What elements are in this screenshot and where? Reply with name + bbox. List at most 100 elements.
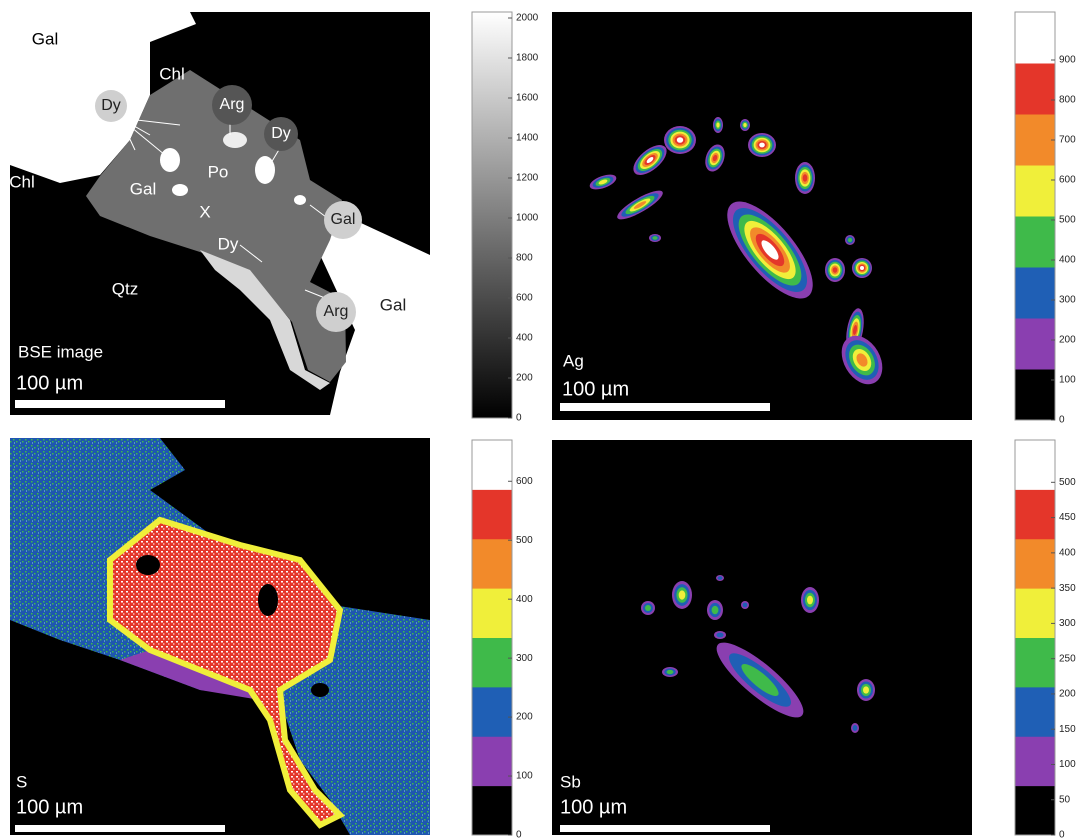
- colorbar-tick-label: 800: [516, 253, 533, 264]
- map-blob: [677, 137, 683, 143]
- colorbar-band: [472, 687, 512, 737]
- colorbar-tick-label: 1000: [516, 213, 539, 224]
- mineral-label: Arg: [324, 303, 349, 320]
- colorbar-tick-label: 300: [1059, 295, 1076, 306]
- colorbar-tick-label: 0: [516, 830, 522, 840]
- mineral-label: Dy: [218, 234, 239, 253]
- map-blob: [645, 605, 651, 611]
- colorbar-band: [472, 736, 512, 786]
- colorbar-tick-label: 200: [1059, 335, 1076, 346]
- colorbar-band: [1015, 539, 1055, 589]
- colorbar-tick-label: 250: [1059, 653, 1076, 664]
- scale-bar-label: 100 µm: [16, 796, 83, 818]
- mineral-label: X: [199, 202, 210, 221]
- colorbar-band: [1015, 165, 1055, 217]
- map-blob: [652, 236, 657, 239]
- colorbar-tick-label: 100: [1059, 375, 1076, 386]
- panel-label: BSE image: [18, 342, 103, 361]
- mineral-label: Dy: [271, 125, 291, 142]
- mineral-label: Dy: [101, 97, 121, 114]
- panel-label: S: [16, 772, 27, 791]
- s-panel: S 100 µm: [10, 438, 430, 835]
- mineral-label: Qtz: [112, 279, 138, 298]
- map-blob: [743, 123, 746, 127]
- colorbar-band: [472, 786, 512, 836]
- colorbar-band: [1015, 216, 1055, 268]
- colorbar-tick-label: 400: [516, 333, 533, 344]
- colorbar-band: [472, 638, 512, 688]
- sb-panel: Sb 100 µm: [552, 440, 972, 835]
- colorbar-band: [472, 539, 512, 589]
- map-blob: [718, 576, 723, 580]
- scale-bar: [15, 400, 225, 408]
- map-blob: [803, 174, 808, 181]
- colorbar-tick-label: 1400: [516, 133, 539, 144]
- scale-bar: [560, 825, 770, 832]
- colorbar-tick-label: 2000: [516, 13, 539, 24]
- colorbar-tick-label: 400: [1059, 255, 1076, 266]
- colorbar-band: [472, 489, 512, 539]
- scale-bar: [15, 825, 225, 832]
- colorbar-band: [1015, 440, 1055, 490]
- mineral-label: Grt: [278, 21, 302, 40]
- ag-panel: Ag 100 µm: [552, 12, 972, 420]
- map-blob: [716, 122, 719, 127]
- colorbar-tick-label: 400: [1059, 547, 1076, 558]
- colorbar-tick-label: 0: [1059, 415, 1065, 426]
- colorbar-gradient: [472, 12, 512, 418]
- mineral-label: Chl: [159, 64, 185, 83]
- map-blob: [853, 725, 858, 731]
- colorbar-tick-label: 1200: [516, 173, 539, 184]
- colorbar-tick-label: 200: [516, 712, 533, 723]
- map-blob: [712, 606, 719, 615]
- colorbar-tick-label: 450: [1059, 512, 1076, 523]
- colorbar-tick-label: 500: [1059, 477, 1076, 488]
- colorbar-band: [1015, 588, 1055, 638]
- scale-bar: [560, 403, 770, 411]
- map-blob: [679, 590, 686, 599]
- mineral-label: Arg: [220, 96, 245, 113]
- colorbar-band: [1015, 267, 1055, 319]
- colorbar-tick-label: 150: [1059, 724, 1076, 735]
- colorbar-band: [1015, 638, 1055, 688]
- colorbar-band: [1015, 63, 1055, 115]
- colorbar-band: [472, 440, 512, 490]
- colorbar-band: [1015, 369, 1055, 421]
- mineral-label: Po: [208, 162, 229, 181]
- colorbar-tick-label: 500: [516, 535, 533, 546]
- map-blob: [667, 670, 674, 674]
- colorbar-band: [472, 588, 512, 638]
- colorbar-tick-label: 0: [516, 413, 522, 424]
- colorbar-tick-label: 900: [1059, 55, 1076, 66]
- colorbar-tick-label: 600: [516, 293, 533, 304]
- colorbar-band: [1015, 687, 1055, 737]
- colorbar-tick-label: 200: [516, 373, 533, 384]
- mineral-label: Gal: [331, 211, 356, 228]
- colorbar-band: [1015, 736, 1055, 786]
- scale-bar-label: 100 µm: [560, 796, 627, 818]
- colorbar-tick-label: 600: [516, 476, 533, 487]
- colorbar-tick-label: 700: [1059, 135, 1076, 146]
- scale-bar-label: 100 µm: [16, 372, 83, 394]
- page: Gal Grt Chl Dy Arg Dy Po Chl Gal X Gal D…: [0, 0, 1082, 840]
- map-blob: [807, 596, 813, 605]
- panel-label: Ag: [563, 351, 584, 370]
- colorbar-tick-label: 350: [1059, 583, 1076, 594]
- colorbar-tick-label: 200: [1059, 689, 1076, 700]
- colorbar-tick-label: 50: [1059, 794, 1071, 805]
- colorbar-band: [1015, 489, 1055, 539]
- colorbar-band: [1015, 12, 1055, 64]
- map-blob: [863, 686, 869, 693]
- colorbar-tick-label: 600: [1059, 175, 1076, 186]
- colorbar-tick-label: 800: [1059, 95, 1076, 106]
- colorbar-tick-label: 100: [1059, 759, 1076, 770]
- colorbar-tick-label: 0: [1059, 830, 1065, 840]
- mineral-label: Gal: [130, 179, 156, 198]
- map-blob: [848, 238, 852, 242]
- map-blob: [716, 633, 723, 638]
- map-blob: [759, 143, 765, 148]
- figure: Gal Grt Chl Dy Arg Dy Po Chl Gal X Gal D…: [0, 0, 1082, 840]
- colorbar-band: [1015, 318, 1055, 370]
- colorbar-tick-label: 500: [1059, 215, 1076, 226]
- scale-bar-label: 100 µm: [562, 378, 629, 400]
